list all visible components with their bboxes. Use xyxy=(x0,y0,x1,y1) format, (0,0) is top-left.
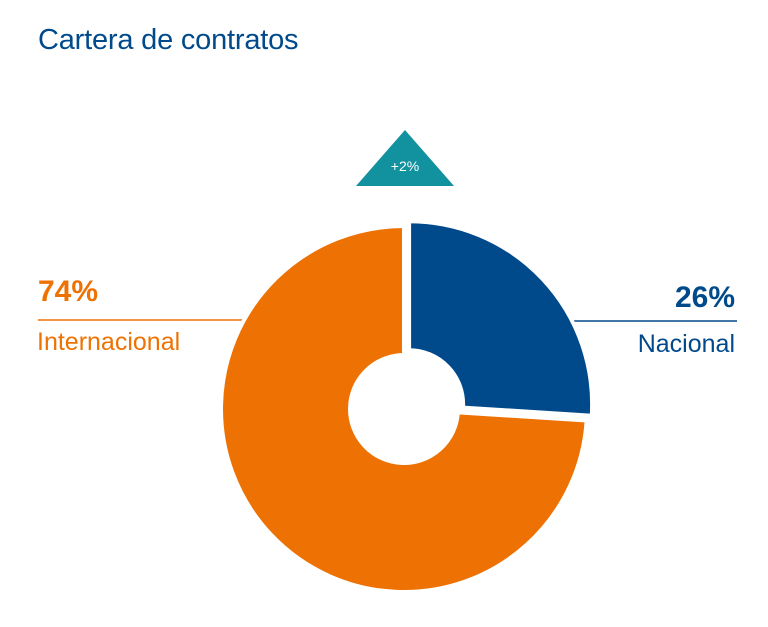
nacional-category-label: Nacional xyxy=(637,330,735,358)
nacional-percent-label: 26% xyxy=(674,281,735,314)
internacional-category-label: Internacional xyxy=(37,328,181,356)
delta-badge-label: +2% xyxy=(390,158,420,174)
internacional-percent-label: 74% xyxy=(38,275,99,308)
pie-slice-nacional xyxy=(407,219,595,418)
delta-triangle-badge xyxy=(356,130,454,186)
pie-slice-internacional xyxy=(219,223,589,594)
chart-title: Cartera de contratos xyxy=(38,24,299,56)
